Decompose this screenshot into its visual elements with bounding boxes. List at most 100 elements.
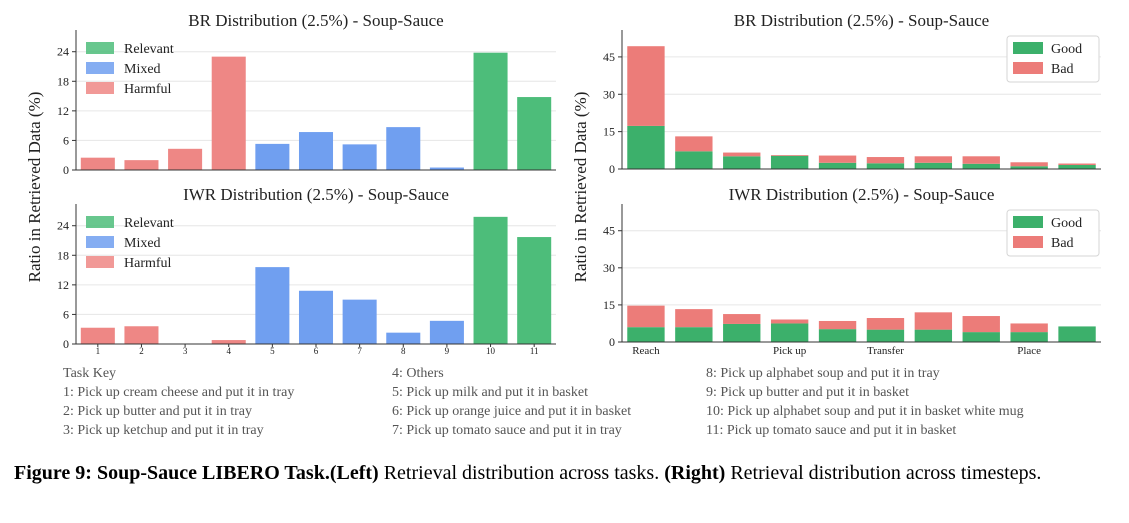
legend-label-bad: Bad [1051,236,1074,251]
bar-good [866,163,905,169]
y-axis-label: Ratio in Retrieved Data (%) [571,92,590,283]
bar-mixed [429,320,464,344]
y-tick-label: 6 [63,133,69,147]
x-tick-label: 1 [96,346,101,356]
y-tick-label: 18 [57,248,69,262]
bar-good [866,329,905,342]
y-tick-label: 24 [57,45,69,59]
y-tick-label: 15 [603,298,615,312]
bar-good [770,155,809,169]
y-tick-label: 12 [57,104,69,118]
y-tick-label: 0 [609,162,615,176]
bar-good [1058,165,1096,169]
bar-bad [914,312,953,330]
caption-right-bold: (Right) [664,462,726,484]
bar-mixed [298,290,334,344]
legend-swatch-good [1013,42,1043,54]
bar-mixed [255,267,290,344]
bar-mixed [342,299,377,344]
legend-swatch-bad [1013,236,1043,248]
bar-good [770,323,809,342]
bar-bad [627,305,665,328]
bar-harmful [80,157,115,170]
chart-title: BR Distribution (2.5%) - Soup-Sauce [734,11,989,30]
bar-good [675,327,713,342]
task-key-item: 4: Others [392,366,444,381]
y-tick-label: 24 [57,219,69,233]
bar-bad [723,152,761,157]
task-key-item: 10: Pick up alphabet soup and put it in … [706,404,1024,419]
x-tick-label: 2 [139,346,144,356]
legend-swatch-good [1013,216,1043,228]
x-tick-label: 7 [357,346,362,356]
x-tick-label: Place [1017,345,1041,357]
caption-right-text: Retrieval distribution across timesteps. [725,462,1042,484]
bar-bad [770,155,809,156]
task-key-item: 1: Pick up cream cheese and put it in tr… [63,385,295,400]
bar-good [627,327,665,342]
bar-relevant [517,237,552,344]
bar-bad [866,157,905,164]
legend-label-good: Good [1051,42,1082,57]
legend-label-mixed: Mixed [124,236,161,251]
bar-good [818,162,857,169]
task-key-col1: Task Key 1: Pick up cream cheese and put… [63,364,294,440]
bar-bad [818,320,857,330]
x-tick-label: 4 [226,346,231,356]
bar-relevant [473,52,508,171]
y-axis-label: Ratio in Retrieved Data (%) [25,92,44,283]
bar-mixed [386,332,421,344]
y-tick-label: 0 [63,337,69,351]
task-key-title: Task Key [63,366,117,381]
bar-harmful [211,340,246,344]
legend-swatch-relevant [86,42,114,54]
bar-bad [675,136,713,152]
bar-good [627,125,665,169]
bar-good [723,156,761,169]
y-tick-label: 45 [603,224,615,238]
y-tick-label: 30 [603,87,615,101]
task-key-item: 3: Pick up ketchup and put it in tray [63,423,264,438]
x-tick-label: 5 [270,346,275,356]
x-tick-label: 3 [183,346,188,356]
x-tick-label: 11 [530,346,539,356]
bar-mixed [429,167,464,170]
task-key-col3: 8: Pick up alphabet soup and put it in t… [706,364,1024,440]
figure-charts: BR Distribution (2.5%) - Soup-Sauce06121… [25,11,1101,357]
bar-good [962,332,1000,342]
y-tick-label: 0 [609,335,615,349]
x-tick-label: 8 [401,346,406,356]
y-tick-label: 45 [603,50,615,64]
caption-label: Figure 9: Soup-Sauce LIBERO Task. [14,462,330,484]
chart-title: IWR Distribution (2.5%) - Soup-Sauce [183,185,449,204]
bar-bad [675,309,713,328]
legend-swatch-harmful [86,256,114,268]
bar-good [1010,166,1048,169]
bar-good [1058,326,1096,342]
y-tick-label: 30 [603,261,615,275]
bar-good [723,323,761,342]
bar-bad [627,46,665,126]
bar-bad [723,314,761,324]
x-tick-label: 10 [486,346,496,356]
task-key-item: 7: Pick up tomato sauce and put it in tr… [392,423,622,438]
bar-harmful [124,160,159,170]
task-key-item: 2: Pick up butter and put it in tray [63,404,252,419]
bar-harmful [80,327,115,344]
bar-mixed [342,144,377,170]
task-key-item: 11: Pick up tomato sauce and put it in b… [706,423,957,438]
x-tick-label: 6 [314,346,319,356]
bar-good [962,163,1000,169]
bar-relevant [517,97,552,170]
x-tick-label: Transfer [867,345,904,357]
y-tick-label: 15 [603,125,615,139]
x-tick-label: Reach [632,345,660,357]
legend-swatch-bad [1013,62,1043,74]
bar-bad [770,319,809,324]
task-key-item: 5: Pick up milk and put it in basket [392,385,588,400]
chart-title: BR Distribution (2.5%) - Soup-Sauce [188,11,443,30]
x-tick-label: 9 [445,346,450,356]
caption-left-bold: (Left) [329,462,379,484]
bar-mixed [386,127,421,170]
x-tick-label: Pick up [773,345,807,357]
